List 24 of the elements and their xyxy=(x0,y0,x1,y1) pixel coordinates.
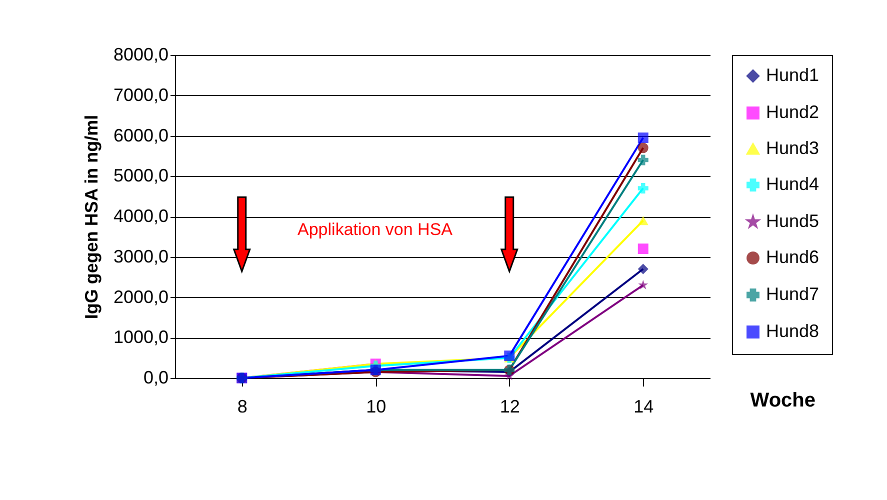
legend-label: Hund5 xyxy=(766,211,820,231)
x-tick-label: 10 xyxy=(366,396,386,416)
legend-label: Hund7 xyxy=(766,284,820,304)
legend-label: Hund8 xyxy=(766,321,820,341)
y-tick-label: 5000,0 xyxy=(113,166,168,186)
legend-label: Hund1 xyxy=(766,65,820,85)
y-tick-label: 2000,0 xyxy=(113,286,168,307)
x-tick-label: 12 xyxy=(500,396,520,416)
x-tick-label: 8 xyxy=(237,396,248,416)
y-tick-label: 8000,0 xyxy=(113,44,168,64)
x-tick-label: 14 xyxy=(634,396,654,416)
legend-label: Hund6 xyxy=(766,247,820,267)
y-tick-label: 0,0 xyxy=(143,368,168,388)
y-tick-label: 7000,0 xyxy=(113,84,168,105)
x-axis-title: Woche xyxy=(750,390,816,412)
y-tick-label: 6000,0 xyxy=(113,125,168,146)
y-tick-label: 1000,0 xyxy=(113,327,168,348)
y-tick-label: 4000,0 xyxy=(113,206,168,226)
legend-label: Hund3 xyxy=(766,138,820,158)
y-axis-title: IgG gegen HSA in ng/ml xyxy=(81,114,102,320)
y-tick-label: 3000,0 xyxy=(113,246,168,266)
annotation: Applikation von HSA xyxy=(298,220,454,239)
legend-label: Hund2 xyxy=(766,102,820,122)
legend-label: Hund4 xyxy=(766,174,820,194)
